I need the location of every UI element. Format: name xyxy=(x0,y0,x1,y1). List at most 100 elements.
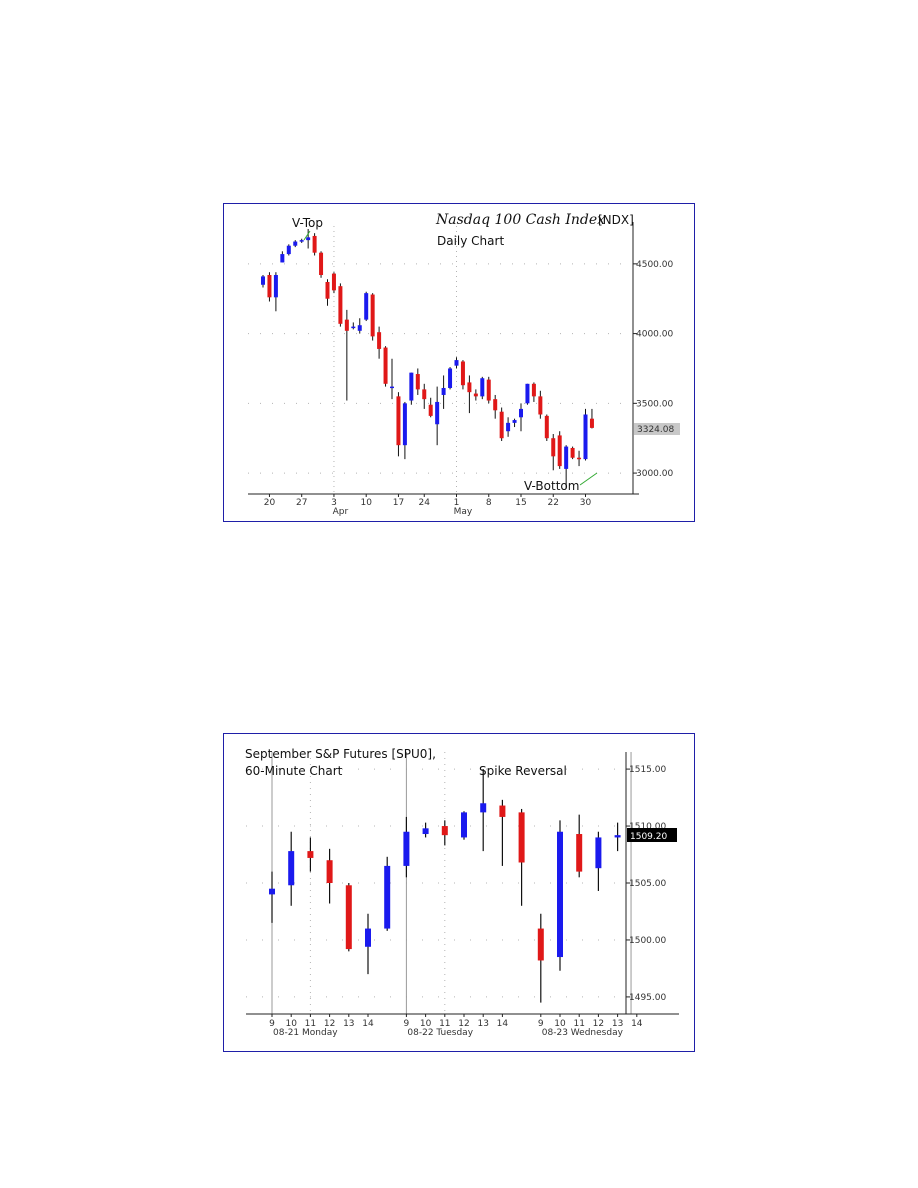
candle-up xyxy=(454,360,459,366)
candle-up xyxy=(525,383,530,404)
candle-up xyxy=(461,812,467,838)
x-tick-label: 24 xyxy=(419,498,431,508)
candle-down xyxy=(345,885,352,950)
candle-up xyxy=(595,837,602,869)
candle-up xyxy=(299,240,304,242)
x-tick-label: 13 xyxy=(477,1019,488,1029)
candle-up xyxy=(557,831,563,958)
candle-down xyxy=(551,438,556,457)
candle-up xyxy=(269,888,275,895)
chart-subtitle: Daily Chart xyxy=(437,234,504,248)
x-tick-label: 11 xyxy=(305,1019,316,1029)
candle-down xyxy=(319,252,324,276)
x-tick-label: 10 xyxy=(360,498,372,508)
x-tick-label: 13 xyxy=(343,1019,354,1029)
chart-title: September S&P Futures [SPU0], xyxy=(245,747,436,761)
x-tick-label: 10 xyxy=(285,1019,297,1029)
candle-down xyxy=(460,361,465,386)
candle-down xyxy=(576,834,583,872)
x-tick-label: 11 xyxy=(573,1019,584,1029)
candle-up xyxy=(288,851,295,886)
x-tick-label: 13 xyxy=(612,1019,623,1029)
sp-futures-chart-svg: 1495.00 1500.00 1505.00 1510.00 1515.00 9 10 1… xyxy=(245,747,679,1038)
candle-down xyxy=(518,812,525,863)
candle-up xyxy=(614,835,621,838)
candle-down xyxy=(557,435,562,467)
x-tick-label: 15 xyxy=(515,498,526,508)
candle-up xyxy=(364,293,369,320)
candle-up xyxy=(480,378,485,397)
candle-up xyxy=(506,422,511,432)
chart-subtitle: 60-Minute Chart xyxy=(245,764,343,778)
x-tick-label: 20 xyxy=(264,498,276,508)
candle-up xyxy=(480,803,487,813)
x-tick-label: 9 xyxy=(538,1019,544,1029)
candle-up xyxy=(286,245,291,255)
y-tick-label: 1510.00 xyxy=(629,822,666,832)
x-tick-label: 14 xyxy=(497,1019,509,1029)
candle-down xyxy=(383,347,388,384)
y-tick-label: 1505.00 xyxy=(629,879,666,889)
candle-up xyxy=(403,831,410,866)
candle-down xyxy=(570,447,575,458)
candle-down xyxy=(544,415,549,439)
session-label: 08-23 Wednesday xyxy=(542,1028,624,1038)
x-tick-label: 14 xyxy=(631,1019,643,1029)
y-tick-label: 4500.00 xyxy=(636,260,673,270)
candle-down xyxy=(473,393,478,397)
last-price-box xyxy=(627,828,677,842)
sp-futures-chart-panel: 1495.00 1500.00 1505.00 1510.00 1515.00 9 10 1… xyxy=(223,733,695,1052)
candle-down xyxy=(312,235,317,253)
candle-down xyxy=(344,319,349,331)
candle-down xyxy=(537,928,544,961)
candle-down xyxy=(307,851,314,858)
nasdaq-chart-svg: 3000.00 3500.00 4000.00 4500.00 20 27 3 10 17 24… xyxy=(248,212,680,517)
candle-down xyxy=(493,399,498,411)
last-price-label: 1509.20 xyxy=(630,832,667,842)
candle-down xyxy=(467,382,472,393)
x-tick-label: 12 xyxy=(458,1019,469,1029)
y-tick-label: 1500.00 xyxy=(629,936,666,946)
candle-up xyxy=(519,408,523,418)
y-tick-label: 1495.00 xyxy=(629,993,666,1003)
candle-up xyxy=(441,387,446,395)
candle-up xyxy=(435,401,440,425)
chart-title: Nasdaq 100 Cash Index xyxy=(435,212,605,228)
x-tick-label: 1 xyxy=(454,498,460,508)
x-tick-label: 9 xyxy=(269,1019,275,1029)
x-tick-label: 17 xyxy=(393,498,404,508)
candle-up xyxy=(273,275,278,298)
candle-up xyxy=(402,403,407,446)
nasdaq-chart-panel: 3000.00 3500.00 4000.00 4500.00 20 27 3 10 17 24… xyxy=(223,203,695,522)
candle-up xyxy=(390,386,394,389)
candle-up xyxy=(357,325,362,331)
candle-down xyxy=(326,860,333,883)
chart-title-symbol: [NDX] xyxy=(598,213,634,227)
x-tick-label: 10 xyxy=(420,1019,432,1029)
x-tick-label: 27 xyxy=(296,498,307,508)
y-tick-label: 3000.00 xyxy=(636,469,673,479)
annotation-v-bottom-pointer xyxy=(579,472,598,486)
candle-up xyxy=(384,865,391,929)
candle-up xyxy=(280,254,285,263)
candle-down xyxy=(531,383,536,397)
candle-up xyxy=(422,828,429,835)
candle-up xyxy=(512,420,517,423)
candle-down xyxy=(486,379,491,401)
candle-down xyxy=(370,294,375,337)
x-tick-label: 9 xyxy=(404,1019,410,1029)
candle-up xyxy=(583,414,588,460)
x-month-label: Apr xyxy=(333,507,349,517)
y-tick-label: 4000.00 xyxy=(636,330,673,340)
x-tick-label: 3 xyxy=(331,498,337,508)
candle-up xyxy=(293,241,298,246)
candle-down xyxy=(589,418,594,428)
annotation-v-top-pointer xyxy=(303,230,311,241)
x-tick-label: 12 xyxy=(324,1019,335,1029)
candle-up xyxy=(448,368,453,388)
x-month-label: May xyxy=(454,507,473,517)
annotation-v-top: V-Top xyxy=(292,216,323,230)
y-tick-label: 3500.00 xyxy=(636,399,673,409)
candle-up xyxy=(306,237,311,241)
last-price-label: 3324.08 xyxy=(637,425,674,435)
